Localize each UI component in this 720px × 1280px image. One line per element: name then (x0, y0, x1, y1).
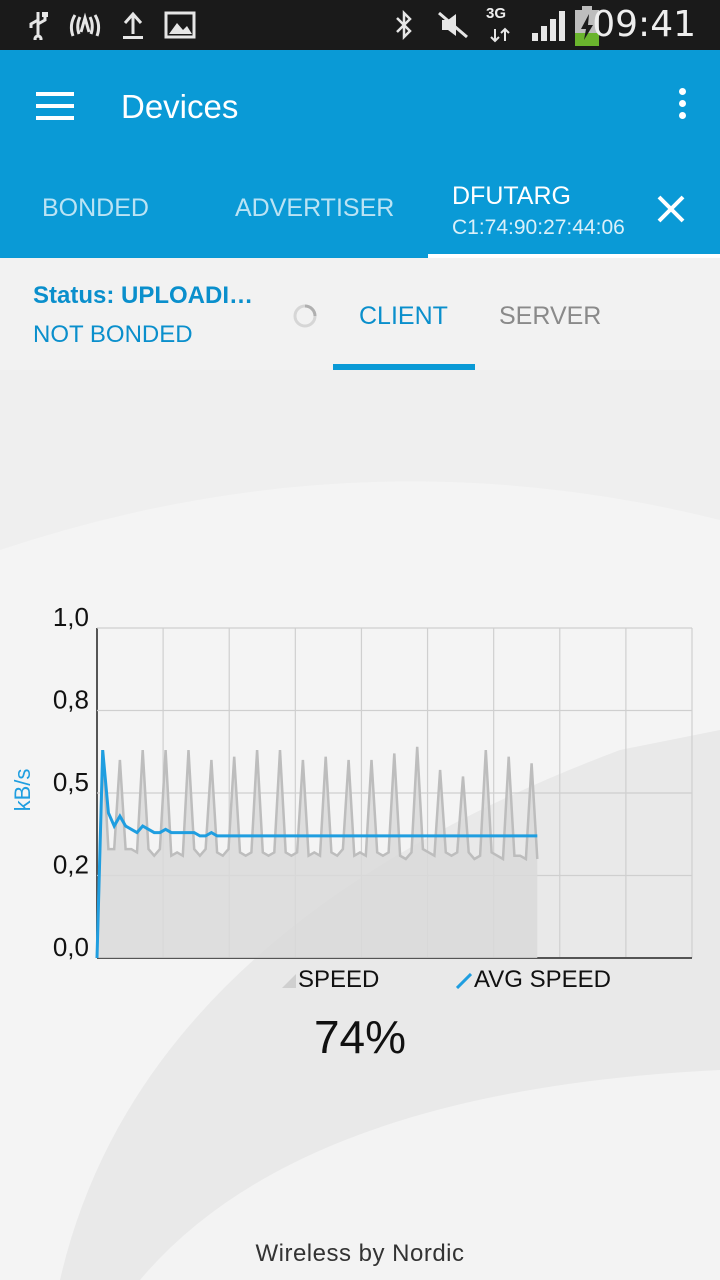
data-activity-icon (486, 26, 514, 44)
speed-legend-swatch (282, 973, 296, 988)
nfc-icon (66, 10, 104, 40)
bond-status: NOT BONDED (33, 321, 193, 348)
upload-progress-percent: 74% (313, 1011, 407, 1063)
connection-status: Status: UPLOADI… (33, 282, 254, 309)
legend-avg-speed: AVG SPEED (456, 966, 611, 994)
tab-client[interactable]: CLIENT (359, 302, 448, 330)
y-tick-label: 1,0 (53, 602, 89, 632)
client-tab-indicator (333, 364, 475, 370)
menu-icon[interactable] (36, 92, 76, 122)
legend-speed: SPEED (282, 966, 379, 994)
device-address: C1:74:90:27:44:06 (452, 216, 625, 239)
content-area: 0,0 0,2 0,5 0,8 1,0 kB/s SPEED AVG SPEED 74%… (0, 370, 720, 1280)
tab-bonded[interactable]: BONDED (42, 194, 149, 222)
tab-device[interactable]: DFUTARG C1:74:90:27:44:06 (428, 174, 720, 258)
page-title: Devices (121, 88, 239, 125)
y-axis-ticks: 0,0 0,2 0,5 0,8 1,0 (53, 602, 89, 960)
active-tab-indicator (428, 254, 720, 258)
footer-branding: Wireless by Nordic (255, 1240, 465, 1267)
battery-charging-icon (572, 6, 602, 46)
device-name: DFUTARG (452, 182, 571, 210)
signal-icon (530, 10, 570, 41)
upload-icon (120, 10, 146, 40)
mute-icon (436, 10, 470, 40)
network-type-label: 3G (486, 5, 507, 22)
close-icon[interactable] (656, 194, 686, 224)
y-tick-label: 0,0 (53, 932, 89, 960)
image-icon (164, 10, 196, 40)
speed-series-area (97, 746, 538, 958)
usb-icon (24, 10, 52, 40)
speed-chart: 0,0 0,2 0,5 0,8 1,0 kB/s (10, 602, 693, 960)
tab-advertiser[interactable]: ADVERTISER (235, 194, 395, 222)
tab-server[interactable]: SERVER (499, 302, 602, 330)
legend-avg-speed-label: AVG SPEED (474, 966, 611, 993)
y-tick-label: 0,5 (53, 767, 89, 797)
avg-speed-legend-swatch (456, 972, 472, 989)
y-tick-label: 0,2 (53, 850, 89, 880)
system-status-bar: 3G 09:41 (0, 0, 720, 50)
legend-speed-label: SPEED (298, 966, 380, 993)
y-axis-label: kB/s (10, 769, 35, 812)
bluetooth-icon (392, 10, 416, 40)
avg-speed-series-line (95, 749, 538, 959)
progress-spinner-icon (292, 303, 318, 329)
y-tick-label: 0,8 (53, 685, 89, 715)
app-bar: Devices BONDED ADVERTISER DFUTARG C1:74:… (0, 50, 720, 258)
speed-series-line (95, 746, 539, 959)
clock: 09:41 (592, 4, 696, 45)
connection-panel: Status: UPLOADI… NOT BONDED CLIENT SERVE… (0, 258, 720, 370)
overflow-menu-icon[interactable] (676, 88, 688, 124)
